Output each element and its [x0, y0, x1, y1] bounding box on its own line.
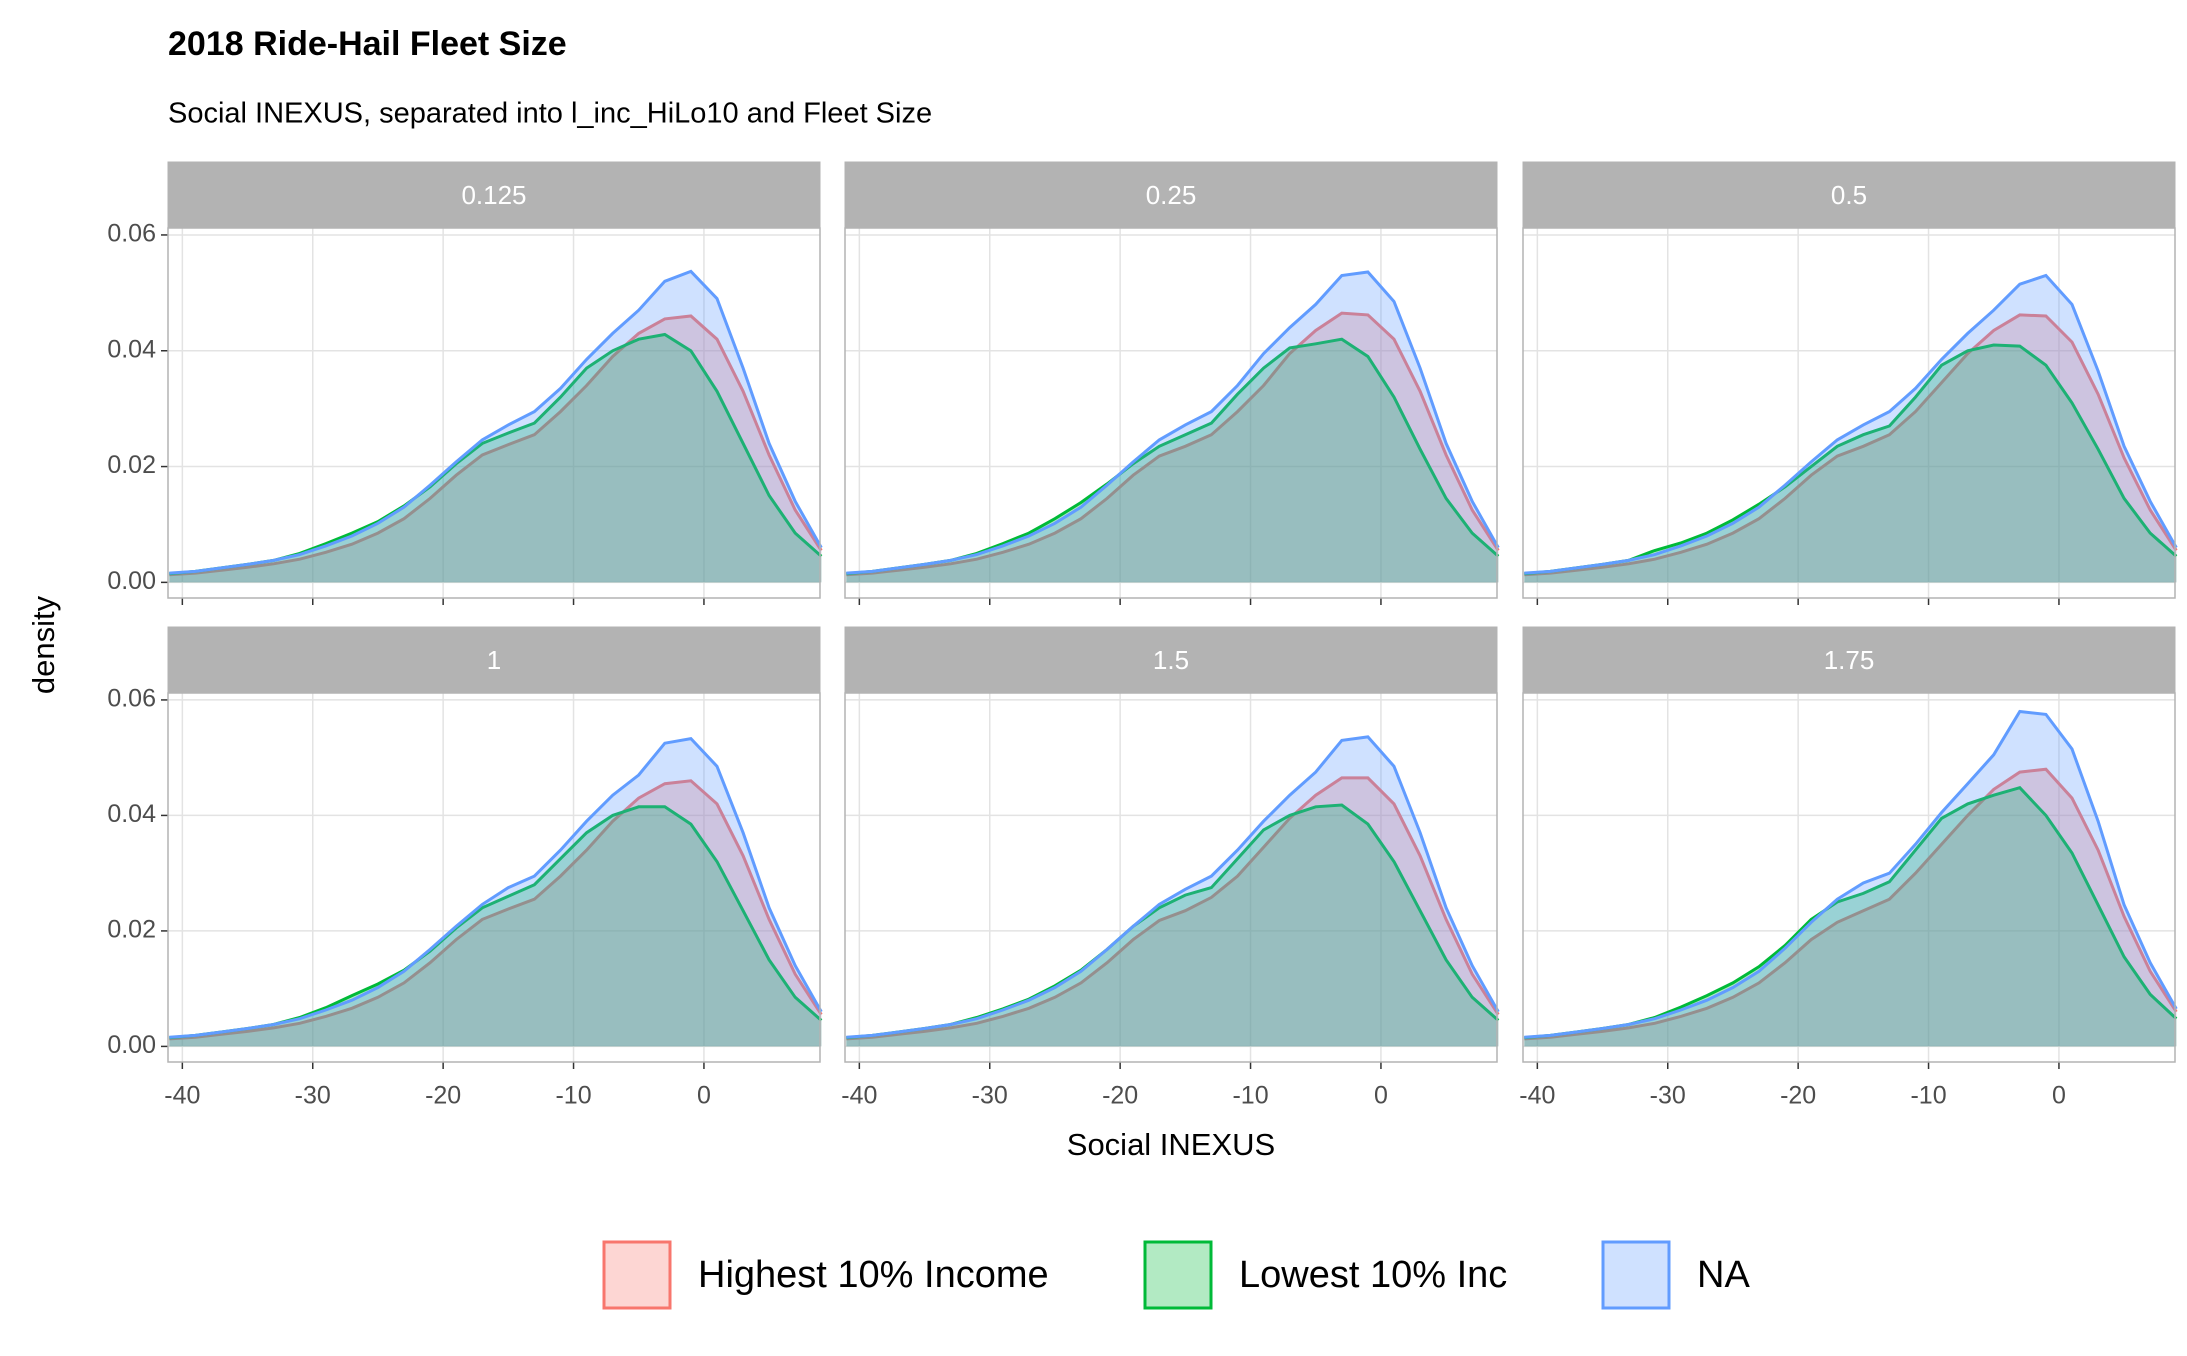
x-tick-label: -40 [1519, 1082, 1555, 1110]
density-area [846, 313, 1499, 583]
density-area [1524, 769, 2177, 1047]
y-tick-label: 0.02 [107, 451, 156, 479]
panel-border [844, 227, 1498, 599]
facet-strip [844, 626, 1498, 694]
density-area [169, 271, 822, 583]
density-area [1524, 787, 2177, 1047]
density-line [169, 779, 823, 1041]
facet-label: 1.5 [1153, 645, 1189, 675]
density-line [1524, 767, 2178, 1041]
density-area [169, 780, 822, 1047]
density-line [846, 270, 1500, 575]
chart-subtitle: Social INEXUS, separated into l_inc_HiLo… [168, 98, 932, 130]
x-tick-label: -20 [1102, 1082, 1138, 1110]
density-area [1524, 345, 2177, 583]
panel-border [844, 692, 1498, 1063]
y-tick-label: 0.06 [107, 685, 156, 713]
facet-strip [1522, 626, 2176, 694]
panel-border [1522, 692, 2176, 1063]
x-tick-label: -10 [555, 1082, 591, 1110]
density-area [169, 316, 822, 583]
density-area [1524, 314, 2177, 583]
density-line [1524, 709, 2178, 1039]
x-tick-label: 0 [1374, 1082, 1388, 1110]
y-axis-label: density [26, 595, 61, 694]
x-tick-label: 0 [2052, 1082, 2066, 1110]
y-tick-label: 0.06 [107, 220, 156, 248]
x-axis-label: Social INEXUS [1067, 1127, 1275, 1162]
legend-key [1601, 1240, 1671, 1310]
x-tick-label: -20 [1780, 1082, 1816, 1110]
legend-key [602, 1240, 672, 1310]
y-tick-label: 0.04 [107, 335, 156, 363]
density-line [846, 311, 1500, 577]
x-tick-label: -40 [841, 1082, 877, 1110]
x-tick-label: -20 [425, 1082, 461, 1110]
panel-background [168, 693, 820, 1062]
facet-strip [1522, 161, 2176, 229]
x-tick-label: -30 [295, 1082, 331, 1110]
facet-label: 0.125 [461, 180, 526, 210]
density-area [1524, 711, 2177, 1047]
density-area [846, 339, 1499, 583]
x-tick-label: -10 [1910, 1082, 1946, 1110]
panel-border [167, 227, 821, 599]
x-tick-label: -10 [1232, 1082, 1268, 1110]
x-tick-label: 0 [697, 1082, 711, 1110]
panel-background [1523, 693, 2175, 1062]
density-line [169, 269, 823, 575]
density-line [169, 314, 823, 577]
density-area [169, 806, 822, 1047]
density-area [169, 334, 822, 583]
density-area [846, 736, 1499, 1047]
density-area [846, 805, 1499, 1047]
panel-background [845, 228, 1497, 598]
panel-border [1522, 227, 2176, 599]
density-area [846, 272, 1499, 583]
facet-strip [167, 626, 821, 694]
panel-background [168, 228, 820, 598]
panel-border [167, 692, 821, 1063]
x-tick-label: -40 [164, 1082, 200, 1110]
panel-background [1523, 228, 2175, 598]
facet-label: 1.75 [1824, 645, 1875, 675]
x-tick-label: -30 [1650, 1082, 1686, 1110]
density-area [1524, 275, 2177, 583]
x-tick-label: -30 [972, 1082, 1008, 1110]
facet-label: 1 [487, 645, 501, 675]
density-line [1524, 313, 2178, 577]
legend-key [1143, 1240, 1213, 1310]
y-tick-label: 0.00 [107, 567, 156, 595]
panel-background [845, 693, 1497, 1062]
density-area [169, 738, 822, 1047]
facet-strip [167, 161, 821, 229]
density-area [846, 777, 1499, 1047]
density-line [169, 736, 823, 1039]
legend-label: Highest 10% Income [698, 1254, 1049, 1296]
y-tick-label: 0.04 [107, 800, 156, 828]
chart-title: 2018 Ride-Hail Fleet Size [168, 25, 567, 63]
y-tick-label: 0.02 [107, 916, 156, 944]
y-tick-label: 0.00 [107, 1031, 156, 1059]
facet-strip [844, 161, 1498, 229]
density-line [846, 776, 1500, 1041]
legend-label: NA [1697, 1254, 1750, 1296]
facet-label: 0.25 [1146, 180, 1197, 210]
density-line [846, 735, 1500, 1039]
density-line [1524, 273, 2178, 575]
legend-label: Lowest 10% Inc [1239, 1254, 1507, 1296]
facet-label: 0.5 [1831, 180, 1867, 210]
